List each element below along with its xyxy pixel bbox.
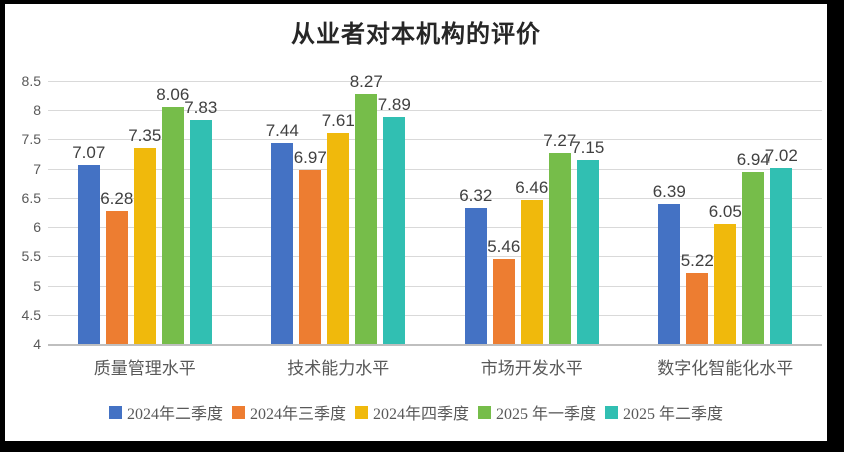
bar: 6.05 (709, 202, 742, 344)
bar: 7.07 (72, 143, 105, 344)
legend-swatch (231, 405, 245, 419)
data-label: 7.02 (764, 145, 798, 165)
legend-label: 2025 年一季度 (496, 406, 597, 423)
x-category-label: 技术能力水平 (287, 359, 390, 378)
legend-item: 2025 年二季度 (605, 400, 723, 424)
bar: 6.46 (515, 178, 548, 344)
legend-swatch (478, 405, 491, 419)
data-label: 6.94 (736, 150, 770, 170)
bar: 7.83 (184, 98, 217, 344)
data-label: 5.46 (487, 236, 521, 256)
y-tick-label: 6.5 (21, 189, 41, 206)
y-tick-label: 5.5 (21, 248, 41, 265)
bar: 8.06 (156, 85, 189, 344)
bar-groups: 7.07 6.28 7.35 8.06 7.83 7.44 6.97 7.61 8.27 7.89… (48, 72, 823, 344)
x-category-label: 市场开发水平 (480, 359, 583, 378)
data-label: 7.07 (72, 142, 106, 162)
bar: 7.89 (378, 95, 411, 344)
legend-label: 2024年二季度 (126, 406, 223, 423)
bar: 6.97 (294, 148, 327, 344)
legend-label: 2025 年二季度 (623, 406, 724, 423)
y-tick-label: 4.5 (21, 306, 41, 323)
bar: 6.94 (737, 150, 770, 344)
bar: 5.46 (487, 237, 520, 344)
y-tick-label: 6 (33, 219, 41, 236)
bar: 7.15 (571, 138, 604, 344)
data-label: 8.27 (349, 72, 383, 92)
bar: 7.61 (322, 111, 355, 344)
bar: 6.28 (100, 189, 133, 344)
legend-swatch (108, 405, 122, 419)
y-tick-label: 7.5 (21, 131, 41, 148)
data-label: 6.28 (100, 188, 134, 208)
y-tick-label: 8 (33, 102, 41, 119)
y-tick-label: 8.5 (21, 73, 41, 89)
bar-group: 6.39 5.22 6.05 6.94 7.02 (629, 81, 823, 344)
data-label: 7.83 (184, 98, 218, 118)
legend-item: 2024年三季度 (231, 400, 346, 424)
gridline (48, 110, 822, 112)
y-tick-label: 4 (33, 336, 41, 352)
plot-area: 7.07 6.28 7.35 8.06 7.83 7.44 6.97 7.61 8.27 7.89… (48, 72, 823, 346)
gridline (48, 256, 822, 258)
data-label: 6.39 (652, 182, 686, 202)
gridline (48, 168, 822, 170)
data-label: 7.89 (377, 94, 411, 114)
data-label: 7.61 (321, 111, 355, 130)
bar-group: 6.32 5.46 6.46 7.27 7.15 (435, 81, 629, 344)
data-label: 7.27 (543, 130, 577, 150)
bar: 6.32 (459, 186, 492, 344)
gridline (48, 285, 822, 287)
data-label: 6.05 (708, 202, 742, 222)
y-tick-label: 5 (33, 277, 41, 294)
bar: 7.44 (266, 121, 299, 344)
data-label: 6.46 (515, 178, 549, 198)
legend-item: 2025 年一季度 (478, 400, 596, 424)
x-axis-labels: 质量管理水平 技术能力水平 市场开发水平 数字化智能化水平 (48, 354, 822, 379)
data-label: 7.35 (128, 126, 162, 146)
gridline (48, 139, 822, 141)
data-label: 5.22 (680, 250, 714, 270)
bar-group: 7.44 6.97 7.61 8.27 7.89 (242, 72, 436, 344)
x-category-label: 数字化智能化水平 (657, 359, 794, 378)
legend-label: 2024年三季度 (249, 406, 346, 423)
legend-item: 2024年二季度 (108, 400, 223, 424)
legend-item: 2024年四季度 (354, 400, 469, 424)
bar: 8.27 (350, 72, 383, 344)
data-label: 6.32 (459, 186, 493, 206)
legend: 2024年二季度 2024年三季度 2024年四季度 2025 年一季度 2025 年二… (5, 400, 827, 424)
y-axis: 4 4.5 5 5.5 6 6.5 7 7.5 8 8.5 (5, 73, 41, 352)
bar: 7.02 (765, 146, 798, 344)
bar: 7.35 (128, 126, 161, 344)
gridline (48, 81, 822, 82)
bar: 7.27 (543, 131, 576, 344)
data-label: 8.06 (156, 84, 190, 104)
y-tick-label: 7 (33, 160, 41, 177)
chart-title: 从业者对本机构的评价 (291, 22, 541, 48)
data-label: 7.15 (571, 137, 605, 157)
gridline (48, 197, 822, 199)
bar: 5.22 (681, 251, 714, 344)
chart-canvas: 从业者对本机构的评价 4 4.5 5 5.5 6 6.5 7 7.5 8 8.5 7.07 6.28… (5, 4, 827, 441)
legend-swatch (354, 405, 368, 419)
bar-group: 7.07 6.28 7.35 8.06 7.83 (48, 81, 242, 344)
gridline (48, 227, 822, 229)
x-category-label: 质量管理水平 (93, 359, 196, 378)
data-label: 7.44 (265, 121, 299, 140)
bar: 6.39 (653, 182, 686, 344)
gridline (48, 314, 822, 316)
legend-swatch (605, 405, 619, 419)
data-label: 6.97 (293, 148, 327, 168)
legend-label: 2024年四季度 (372, 406, 469, 423)
